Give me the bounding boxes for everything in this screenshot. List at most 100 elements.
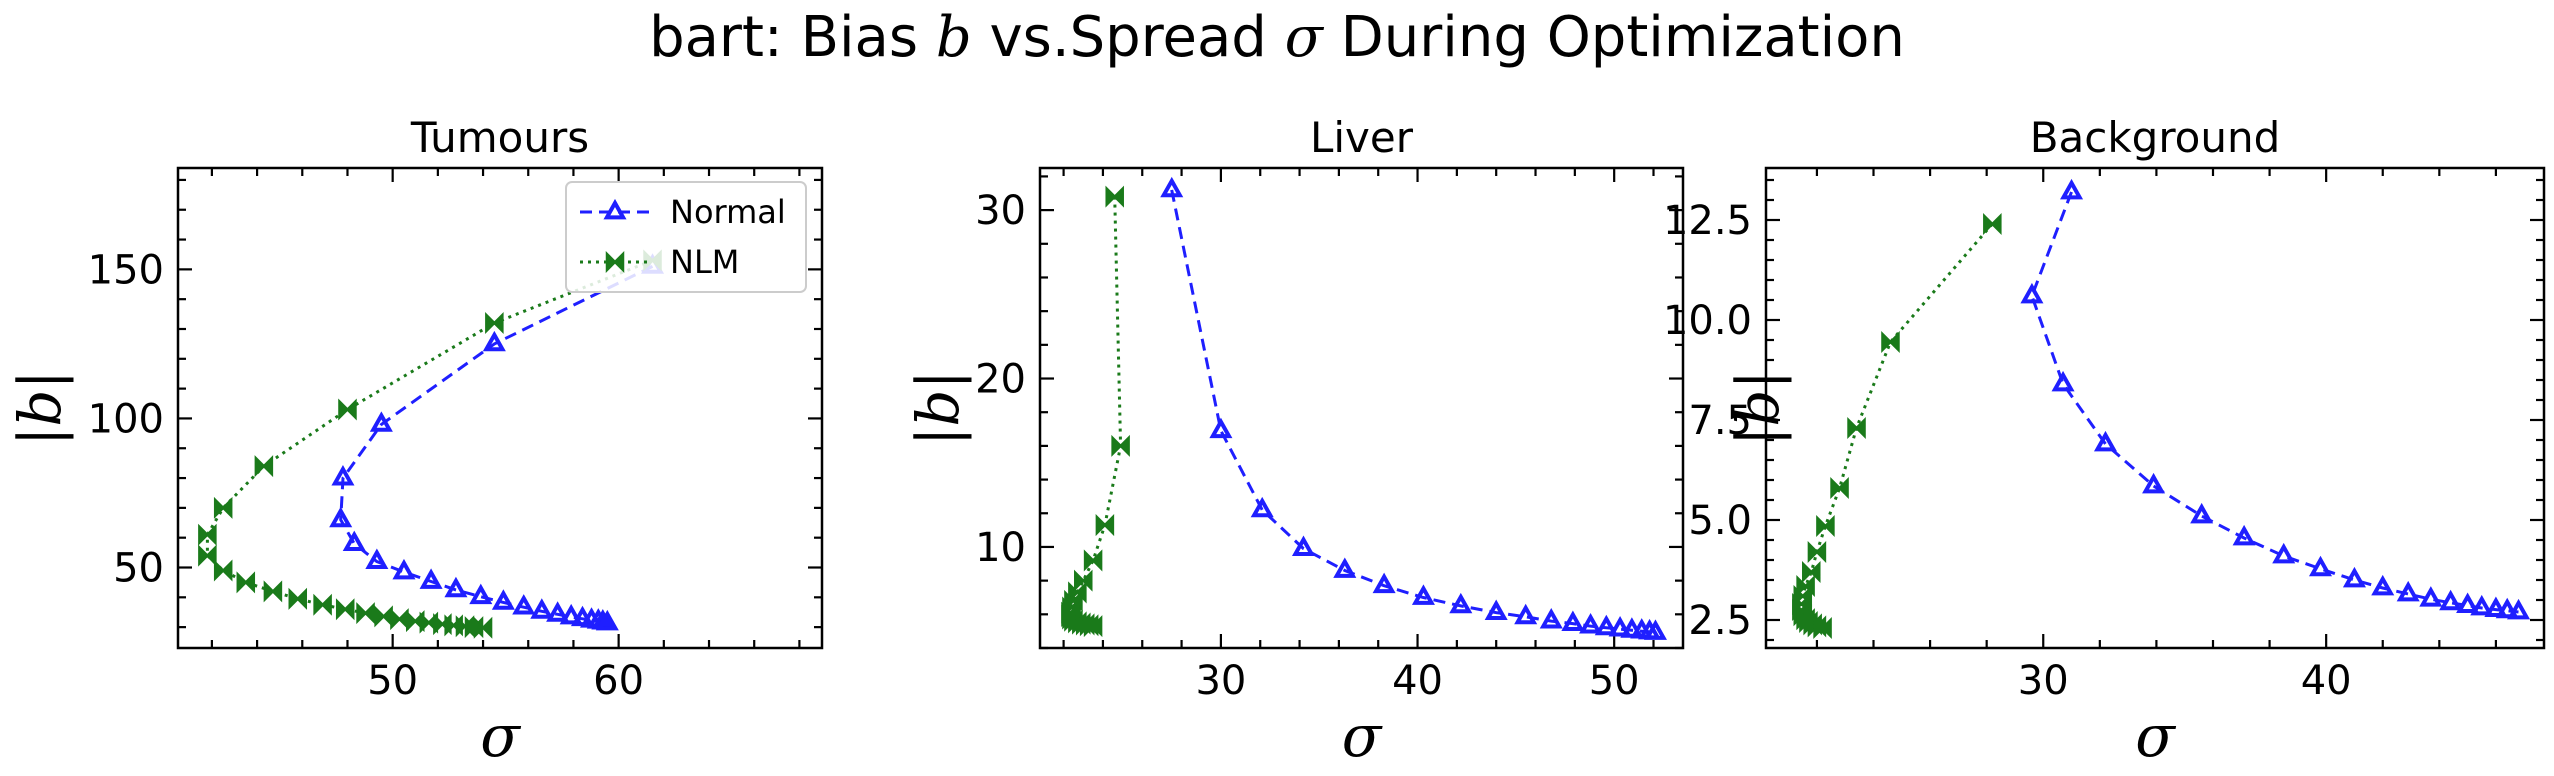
x-axis-label: σ bbox=[1342, 702, 1383, 770]
data-point-normal bbox=[329, 506, 353, 528]
data-point-normal bbox=[1579, 613, 1603, 634]
data-point-normal bbox=[369, 411, 393, 432]
data-point-nlm bbox=[374, 605, 393, 628]
data-point-nlm bbox=[1111, 434, 1130, 457]
x-tick-label: 30 bbox=[1195, 658, 1246, 704]
data-point-nlm bbox=[338, 398, 357, 421]
data-point-normal bbox=[2093, 430, 2118, 452]
x-axis-label: σ bbox=[2135, 702, 2176, 770]
data-point-normal bbox=[1643, 619, 1667, 640]
data-point-normal bbox=[469, 583, 493, 605]
y-tick-label: 150 bbox=[88, 247, 164, 293]
title-sigma-symbol: σ bbox=[1284, 5, 1323, 70]
data-point-normal bbox=[1514, 603, 1538, 625]
data-point-normal bbox=[1372, 572, 1396, 594]
data-point-nlm bbox=[390, 608, 409, 631]
data-point-normal bbox=[419, 568, 443, 589]
tick-marks bbox=[178, 168, 822, 648]
y-tick-label: 2.5 bbox=[1688, 598, 1752, 644]
data-point-normal bbox=[2495, 597, 2519, 619]
series-line-normal bbox=[2030, 191, 2519, 614]
data-point-nlm bbox=[263, 580, 283, 603]
data-point-normal bbox=[2232, 524, 2256, 546]
data-point-normal bbox=[1209, 417, 1233, 439]
data-point-nlm bbox=[198, 544, 217, 567]
x-tick-label: 60 bbox=[593, 658, 644, 704]
data-point-normal bbox=[595, 609, 619, 631]
data-point-nlm bbox=[1083, 615, 1103, 638]
data-point-nlm bbox=[313, 593, 332, 616]
x-tick-label: 40 bbox=[1392, 658, 1443, 704]
legend: Normal NLM bbox=[565, 181, 807, 293]
data-point-nlm bbox=[1830, 476, 1849, 500]
data-point-normal bbox=[2371, 574, 2395, 596]
y-tick-label: 20 bbox=[975, 357, 1026, 403]
data-point-normal bbox=[2396, 580, 2420, 602]
data-point-normal bbox=[1594, 614, 1618, 636]
data-point-normal bbox=[530, 598, 554, 619]
axes-frame bbox=[1764, 166, 2546, 650]
y-axis-label: |b| bbox=[1724, 370, 1792, 446]
panel-0: Tumours 50 60 50 100 150 σ |b| Normal NLM bbox=[6, 113, 824, 770]
data-point-normal bbox=[2507, 598, 2531, 620]
data-point-normal bbox=[1608, 616, 1632, 637]
title-prefix: bart: Bias bbox=[649, 5, 936, 70]
data-point-normal bbox=[2439, 589, 2463, 611]
data-point-normal bbox=[2308, 555, 2333, 577]
x-tick-label: 50 bbox=[1589, 658, 1640, 704]
axes-frame bbox=[176, 166, 824, 650]
y-tick-label: 10 bbox=[975, 525, 1026, 571]
y-axis-label: |b| bbox=[904, 370, 972, 446]
y-tick-label: 10.0 bbox=[1663, 298, 1752, 344]
data-point-nlm bbox=[1847, 416, 1866, 440]
data-point-nlm bbox=[213, 496, 233, 519]
data-point-normal bbox=[2142, 472, 2166, 494]
data-point-normal bbox=[365, 548, 389, 569]
data-point-nlm bbox=[335, 598, 355, 621]
y-tick-label: 100 bbox=[88, 396, 164, 442]
data-point-nlm bbox=[406, 610, 425, 633]
data-point-normal bbox=[512, 594, 536, 615]
title-middle: vs.Spread bbox=[971, 5, 1285, 70]
data-point-normal bbox=[2419, 586, 2443, 607]
data-point-nlm bbox=[485, 312, 504, 335]
legend-label-nlm: NLM bbox=[670, 243, 739, 281]
data-point-normal bbox=[1539, 607, 1563, 629]
data-point-nlm bbox=[1095, 514, 1115, 537]
panel-title: Tumours bbox=[410, 113, 589, 162]
legend-box bbox=[565, 181, 807, 293]
legend-marker-nlm bbox=[605, 250, 625, 274]
data-point-normal bbox=[1291, 535, 1316, 557]
data-point-nlm bbox=[1983, 212, 2002, 236]
series-line-normal bbox=[1170, 189, 1656, 634]
data-point-normal bbox=[559, 603, 583, 625]
title-suffix: During Optimization bbox=[1322, 5, 1905, 70]
data-point-nlm bbox=[198, 523, 217, 546]
data-point-normal bbox=[2342, 566, 2366, 588]
series-line-nlm bbox=[205, 259, 654, 630]
data-point-normal bbox=[1160, 176, 1184, 198]
data-point-normal bbox=[392, 558, 416, 580]
y-axis-label: |b| bbox=[6, 370, 74, 446]
figure-title: bart: Bias b vs.Spread σ During Optimiza… bbox=[0, 0, 2554, 80]
title-b-symbol: b bbox=[935, 5, 972, 70]
data-point-normal bbox=[1449, 592, 1473, 614]
data-point-normal bbox=[1250, 496, 1274, 518]
data-point-nlm bbox=[1813, 616, 1832, 640]
data-point-normal bbox=[444, 576, 468, 598]
data-point-normal bbox=[482, 330, 506, 352]
legend-label-normal: Normal bbox=[670, 193, 786, 231]
data-point-normal bbox=[1561, 610, 1585, 631]
data-point-nlm bbox=[1807, 540, 1827, 564]
y-tick-label: 12.5 bbox=[1663, 198, 1752, 244]
data-point-nlm bbox=[419, 611, 439, 634]
panel-1: Liver 30 40 50 10 20 30 σ |b| bbox=[904, 113, 1685, 770]
data-point-nlm bbox=[288, 587, 308, 610]
axes-frame bbox=[1038, 166, 1685, 650]
data-point-nlm bbox=[1083, 549, 1103, 572]
data-point-normal bbox=[331, 464, 355, 486]
data-point-normal bbox=[546, 601, 570, 622]
data-point-normal bbox=[2190, 502, 2214, 524]
data-point-nlm bbox=[254, 455, 274, 478]
